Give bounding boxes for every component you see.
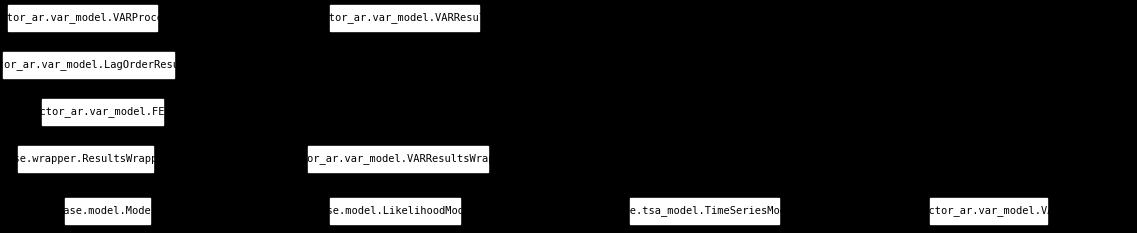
Text: vector_ar.var_model.LagOrderResults: vector_ar.var_model.LagOrderResults — [0, 60, 198, 70]
FancyBboxPatch shape — [930, 198, 1047, 224]
FancyBboxPatch shape — [630, 198, 779, 224]
Text: vector_ar.var_model.VAR: vector_ar.var_model.VAR — [916, 206, 1060, 216]
FancyBboxPatch shape — [3, 52, 174, 78]
FancyBboxPatch shape — [308, 146, 489, 172]
Text: base.model.Model: base.model.Model — [57, 206, 157, 216]
Text: base.wrapper.ResultsWrapper: base.wrapper.ResultsWrapper — [1, 154, 169, 164]
Text: base.tsa_model.TimeSeriesModel: base.tsa_model.TimeSeriesModel — [611, 206, 798, 216]
FancyBboxPatch shape — [8, 5, 157, 31]
FancyBboxPatch shape — [330, 5, 479, 31]
FancyBboxPatch shape — [65, 198, 150, 224]
Text: vector_ar.var_model.FEVD: vector_ar.var_model.FEVD — [27, 106, 177, 117]
Text: vector_ar.var_model.VARResultsWrapper: vector_ar.var_model.VARResultsWrapper — [283, 154, 514, 164]
FancyBboxPatch shape — [42, 99, 164, 125]
FancyBboxPatch shape — [330, 198, 460, 224]
Text: base.model.LikelihoodModel: base.model.LikelihoodModel — [314, 206, 476, 216]
Text: vector_ar.var_model.VARProcess: vector_ar.var_model.VARProcess — [0, 13, 176, 24]
Text: vector_ar.var_model.VARResults: vector_ar.var_model.VARResults — [310, 13, 498, 24]
FancyBboxPatch shape — [18, 146, 152, 172]
